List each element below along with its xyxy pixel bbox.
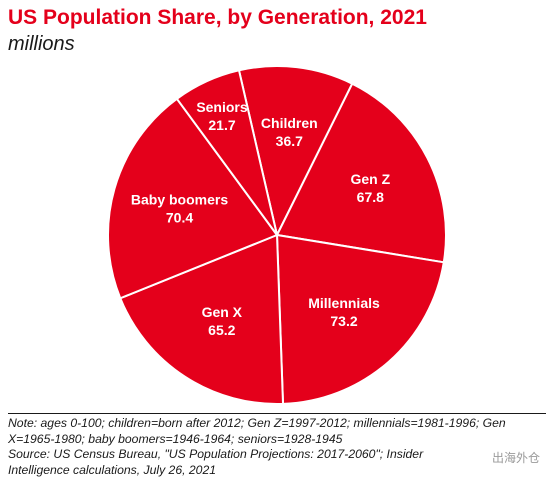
- pie-slice-baby-boomers: [107, 97, 278, 300]
- chart-subtitle: millions: [8, 33, 75, 55]
- slice-label-seniors: Seniors: [196, 99, 248, 115]
- footer-divider: [8, 413, 546, 414]
- slice-value-children: 36.7: [276, 133, 303, 149]
- slice-label-baby-boomers: Baby boomers: [131, 191, 228, 207]
- slice-value-gen-z: 67.8: [357, 189, 384, 205]
- slice-value-baby-boomers: 70.4: [166, 209, 193, 225]
- slice-label-gen-z: Gen Z: [350, 171, 390, 187]
- slice-value-millennials: 73.2: [330, 313, 357, 329]
- watermark: 出海外仓: [491, 451, 540, 465]
- pie-slice-gen-x: [119, 234, 285, 405]
- slice-label-children: Children: [261, 115, 318, 131]
- slice-value-gen-x: 65.2: [208, 322, 235, 338]
- chart-title: US Population Share, by Generation, 2021: [8, 6, 427, 29]
- footer-note: Note: ages 0-100; children=born after 20…: [8, 416, 506, 446]
- pie-slice-seniors: [175, 69, 278, 236]
- pie-chart: Children 36.7 Gen Z 67.8 Millennials 73.2 Gen …: [107, 65, 447, 405]
- footer-source: Source: US Census Bureau, "US Population…: [8, 447, 424, 477]
- pie-slice-gen-z: [276, 82, 447, 264]
- slice-label-millennials: Millennials: [308, 295, 380, 311]
- slice-value-seniors: 21.7: [208, 117, 235, 133]
- pie-slice-millennials: [276, 234, 445, 405]
- slice-label-gen-x: Gen X: [202, 304, 243, 320]
